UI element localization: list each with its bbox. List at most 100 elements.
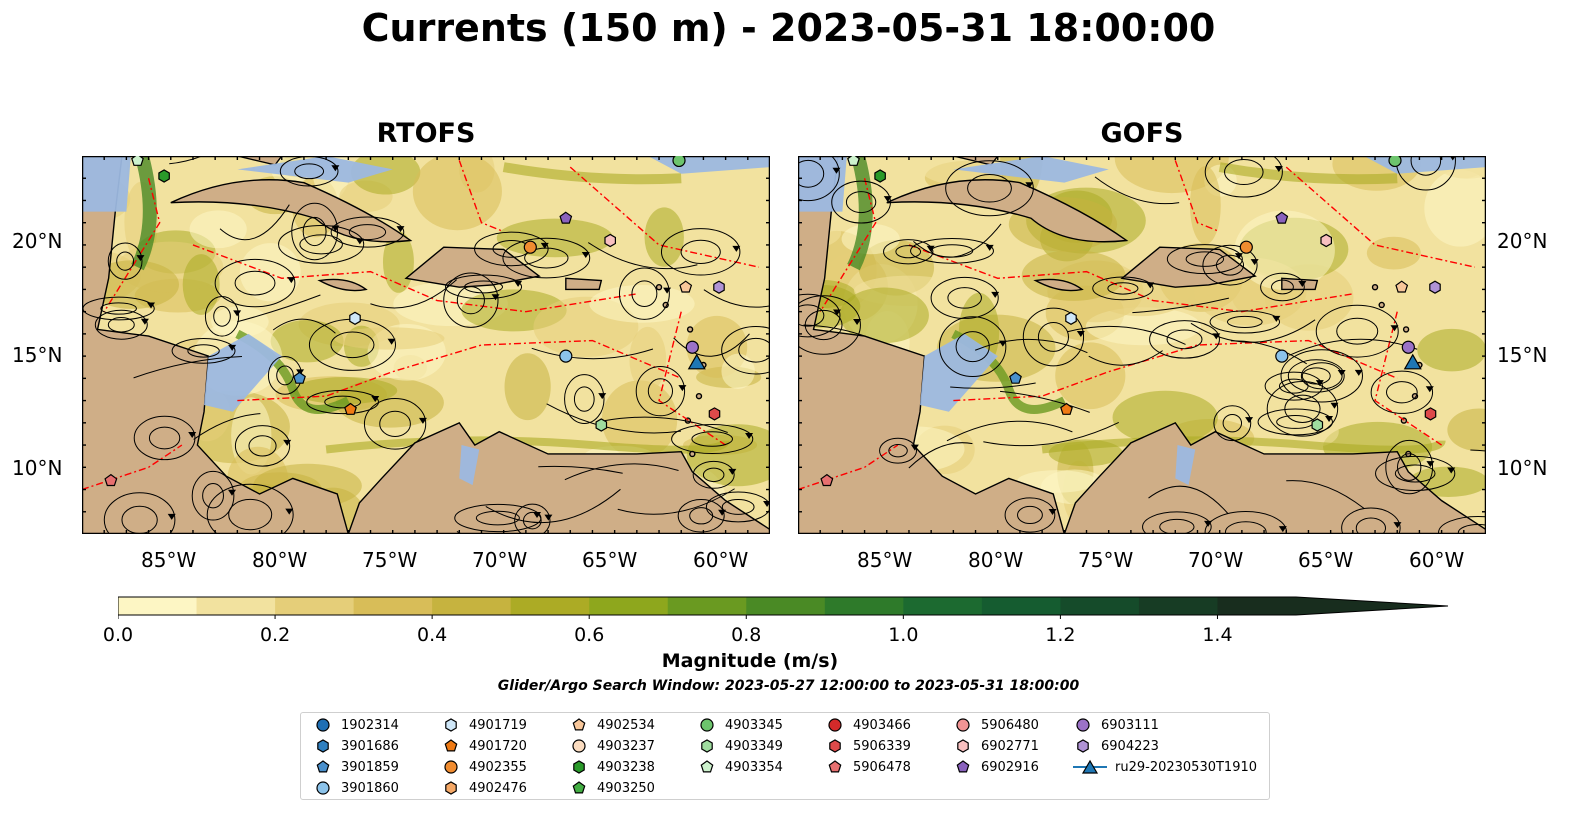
legend-marker-icon bbox=[828, 760, 842, 773]
legend-label: 4902534 bbox=[597, 717, 655, 733]
platform-marker bbox=[1320, 233, 1333, 248]
legend-label: 5906339 bbox=[853, 738, 911, 754]
colorbar-tick-label: 0.4 bbox=[417, 624, 448, 646]
legend-marker-icon bbox=[573, 760, 585, 774]
legend-label: 3901860 bbox=[341, 780, 399, 796]
legend-marker-icon bbox=[1076, 718, 1090, 732]
map-frame bbox=[798, 156, 1486, 534]
legend-item: ru29-20230530T1910 bbox=[1073, 757, 1257, 777]
legend-marker-icon bbox=[700, 718, 714, 732]
legend-marker-icon bbox=[445, 718, 457, 732]
platform-marker bbox=[708, 407, 721, 421]
legend-label: 6902771 bbox=[981, 738, 1039, 754]
legend-marker-icon bbox=[316, 760, 330, 773]
platform-marker bbox=[687, 353, 706, 370]
colorbar-extend-arrow bbox=[1296, 597, 1448, 615]
colorbar-bin bbox=[1138, 597, 1218, 615]
map-panel-gofs bbox=[798, 156, 1486, 534]
x-tick-label: 70°W bbox=[1188, 548, 1244, 572]
colorbar-bin bbox=[824, 597, 904, 615]
colorbar-bin bbox=[510, 597, 590, 615]
colorbar-tick-label: 0.0 bbox=[102, 624, 134, 646]
legend-marker-icon bbox=[316, 718, 330, 732]
platform-marker bbox=[874, 169, 886, 183]
streamlines bbox=[798, 156, 1486, 534]
platform-marker bbox=[1401, 340, 1415, 354]
legend-item: 5906480 bbox=[953, 715, 1039, 735]
platform-marker bbox=[1065, 311, 1077, 325]
platform-marker bbox=[559, 349, 573, 363]
platform-marker bbox=[158, 169, 170, 183]
x-tick-label: 80°W bbox=[968, 548, 1024, 572]
legend-item: 4903345 bbox=[697, 715, 783, 735]
legend-marker-icon bbox=[956, 760, 970, 773]
colorbar-bin bbox=[432, 597, 512, 615]
legend-label: 4903466 bbox=[853, 717, 911, 733]
legend-label: 4902476 bbox=[469, 780, 527, 796]
colorbar-bin bbox=[275, 597, 355, 615]
legend-item: 4903466 bbox=[825, 715, 911, 735]
legend-marker-icon bbox=[1073, 759, 1107, 774]
legend-marker-icon bbox=[444, 760, 458, 774]
x-tick-label: 60°W bbox=[1409, 548, 1465, 572]
panel-title-rtofs: RTOFS bbox=[376, 118, 476, 149]
platform-marker bbox=[595, 418, 608, 432]
platform-marker bbox=[131, 156, 144, 166]
legend-marker-icon bbox=[444, 739, 458, 752]
x-tick-label: 75°W bbox=[362, 548, 418, 572]
legend-item: 3901686 bbox=[313, 736, 399, 756]
colorbar-bin bbox=[353, 597, 433, 615]
land-masses bbox=[82, 156, 770, 534]
legend-item: 5906478 bbox=[825, 757, 911, 777]
legend-marker-icon bbox=[829, 739, 841, 753]
x-tick-label: 65°W bbox=[1298, 548, 1354, 572]
platform-marker bbox=[349, 311, 361, 325]
legend-item: 6902771 bbox=[953, 736, 1039, 756]
legend-label: 4903349 bbox=[725, 738, 783, 754]
map-panel-rtofs bbox=[82, 156, 770, 534]
colorbar-label: Magnitude (m/s) bbox=[661, 650, 839, 672]
x-tick-label: 80°W bbox=[252, 548, 308, 572]
y-tick-label: 10°N bbox=[1497, 456, 1548, 480]
platform-marker bbox=[1009, 371, 1022, 384]
shallow-water bbox=[798, 156, 1486, 486]
legend-marker-icon bbox=[957, 739, 969, 753]
platform-marker bbox=[685, 340, 699, 354]
platform-marker bbox=[847, 156, 860, 166]
x-tick-label: 85°W bbox=[857, 548, 913, 572]
legend-label: 4903238 bbox=[597, 759, 655, 775]
colorbar-bin bbox=[981, 597, 1061, 615]
legend-marker-icon bbox=[956, 718, 970, 732]
colorbar-tick-label: 0.6 bbox=[574, 624, 605, 646]
legend-marker-icon bbox=[572, 739, 586, 753]
colorbar-tick-label: 0.8 bbox=[731, 624, 762, 646]
legend-item: 6902916 bbox=[953, 757, 1039, 777]
platform-marker bbox=[679, 280, 693, 293]
legend-label: 4901719 bbox=[469, 717, 527, 733]
eez-boundaries bbox=[82, 160, 760, 491]
platform-marker bbox=[1403, 353, 1422, 370]
platform-marker bbox=[1060, 402, 1073, 415]
legend-item: 4903250 bbox=[569, 778, 655, 798]
legend-label: 4902355 bbox=[469, 759, 527, 775]
legend-item: 3901860 bbox=[313, 778, 399, 798]
colorbar-tick-label: 1.2 bbox=[1045, 624, 1076, 646]
map-frame bbox=[82, 156, 770, 534]
x-tick-label: 65°W bbox=[582, 548, 638, 572]
legend-item: 4903354 bbox=[697, 757, 783, 777]
colorbar-bin bbox=[903, 597, 983, 615]
x-tick-label: 75°W bbox=[1078, 548, 1134, 572]
platform-marker bbox=[1424, 407, 1437, 421]
platform-marker bbox=[1275, 211, 1289, 224]
legend-label: 4903250 bbox=[597, 780, 655, 796]
legend-label: 3901859 bbox=[341, 759, 399, 775]
colorbar-bin bbox=[667, 597, 747, 615]
x-tick-label: 85°W bbox=[141, 548, 197, 572]
legend-item: 4902355 bbox=[441, 757, 527, 777]
x-tick-label: 70°W bbox=[472, 548, 528, 572]
colorbar-bin bbox=[1217, 597, 1297, 615]
x-tick-label: 60°W bbox=[693, 548, 749, 572]
legend-item: 4902476 bbox=[441, 778, 527, 798]
colorbar-gradient bbox=[117, 596, 1449, 619]
platform-marker bbox=[820, 473, 834, 487]
